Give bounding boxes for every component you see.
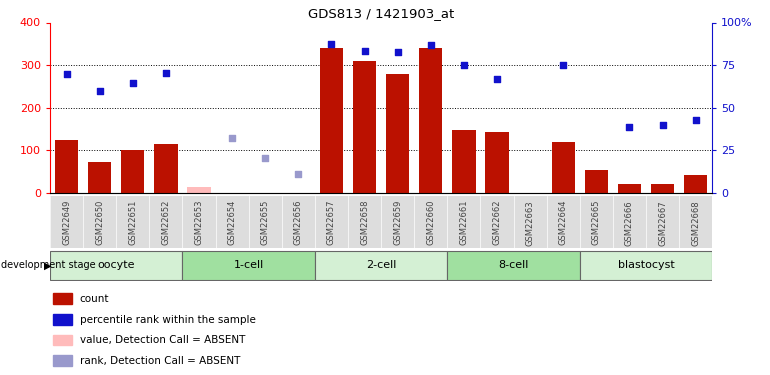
- Point: [392, 50, 404, 55]
- Text: 1-cell: 1-cell: [233, 260, 264, 270]
- Bar: [88, 162, 112, 193]
- Text: GSM22667: GSM22667: [658, 200, 667, 246]
- Bar: [187, 187, 211, 193]
- Point: [624, 124, 636, 130]
- Point: [160, 70, 172, 76]
- Text: GSM22663: GSM22663: [526, 200, 534, 246]
- Text: count: count: [80, 294, 109, 304]
- Point: [293, 171, 305, 177]
- Bar: [551, 142, 575, 193]
- Bar: [53, 293, 72, 304]
- Point: [61, 70, 72, 77]
- FancyBboxPatch shape: [50, 251, 182, 280]
- Point: [690, 117, 702, 123]
- Text: GSM22651: GSM22651: [129, 200, 137, 245]
- Bar: [684, 175, 708, 193]
- Text: blastocyst: blastocyst: [618, 260, 675, 270]
- Bar: [53, 314, 72, 325]
- Text: GSM22662: GSM22662: [493, 200, 501, 245]
- Bar: [53, 334, 72, 345]
- Text: GSM22656: GSM22656: [294, 200, 303, 245]
- Bar: [55, 140, 79, 193]
- Bar: [386, 74, 410, 193]
- Text: GSM22649: GSM22649: [62, 200, 71, 245]
- Text: GSM22650: GSM22650: [95, 200, 104, 245]
- Bar: [584, 170, 608, 193]
- Point: [657, 122, 669, 128]
- FancyBboxPatch shape: [315, 251, 447, 280]
- Text: GSM22653: GSM22653: [195, 200, 203, 245]
- Point: [126, 80, 139, 86]
- Bar: [154, 144, 178, 193]
- Point: [425, 42, 437, 48]
- Text: rank, Detection Call = ABSENT: rank, Detection Call = ABSENT: [80, 356, 240, 366]
- Text: GSM22654: GSM22654: [228, 200, 236, 245]
- Bar: [121, 150, 145, 193]
- Bar: [419, 48, 443, 193]
- Point: [557, 62, 570, 68]
- Point: [359, 48, 371, 54]
- Bar: [618, 184, 641, 193]
- Text: GSM22666: GSM22666: [625, 200, 634, 246]
- Title: GDS813 / 1421903_at: GDS813 / 1421903_at: [308, 7, 454, 20]
- Point: [457, 62, 470, 68]
- Bar: [485, 132, 509, 193]
- Point: [326, 41, 338, 47]
- Text: 2-cell: 2-cell: [366, 260, 397, 270]
- Point: [491, 76, 504, 82]
- Text: oocyte: oocyte: [98, 260, 135, 270]
- Text: ▶: ▶: [44, 260, 52, 270]
- Text: GSM22665: GSM22665: [592, 200, 601, 245]
- Bar: [320, 48, 343, 193]
- Text: GSM22661: GSM22661: [460, 200, 468, 245]
- Point: [226, 135, 239, 141]
- FancyBboxPatch shape: [580, 251, 712, 280]
- Text: GSM22657: GSM22657: [327, 200, 336, 245]
- Text: GSM22658: GSM22658: [360, 200, 369, 245]
- Text: GSM22652: GSM22652: [162, 200, 170, 245]
- FancyBboxPatch shape: [182, 251, 315, 280]
- Text: value, Detection Call = ABSENT: value, Detection Call = ABSENT: [80, 335, 245, 345]
- Text: development stage: development stage: [1, 260, 95, 270]
- Text: percentile rank within the sample: percentile rank within the sample: [80, 315, 256, 325]
- Text: GSM22664: GSM22664: [559, 200, 567, 245]
- FancyBboxPatch shape: [447, 251, 580, 280]
- Text: GSM22668: GSM22668: [691, 200, 700, 246]
- Point: [259, 155, 272, 161]
- Bar: [452, 130, 476, 193]
- Bar: [53, 355, 72, 366]
- Bar: [353, 61, 377, 193]
- Text: GSM22655: GSM22655: [261, 200, 270, 245]
- Text: 8-cell: 8-cell: [498, 260, 529, 270]
- Text: GSM22659: GSM22659: [393, 200, 402, 245]
- Point: [94, 88, 106, 94]
- Bar: [651, 184, 675, 193]
- Text: GSM22660: GSM22660: [427, 200, 435, 245]
